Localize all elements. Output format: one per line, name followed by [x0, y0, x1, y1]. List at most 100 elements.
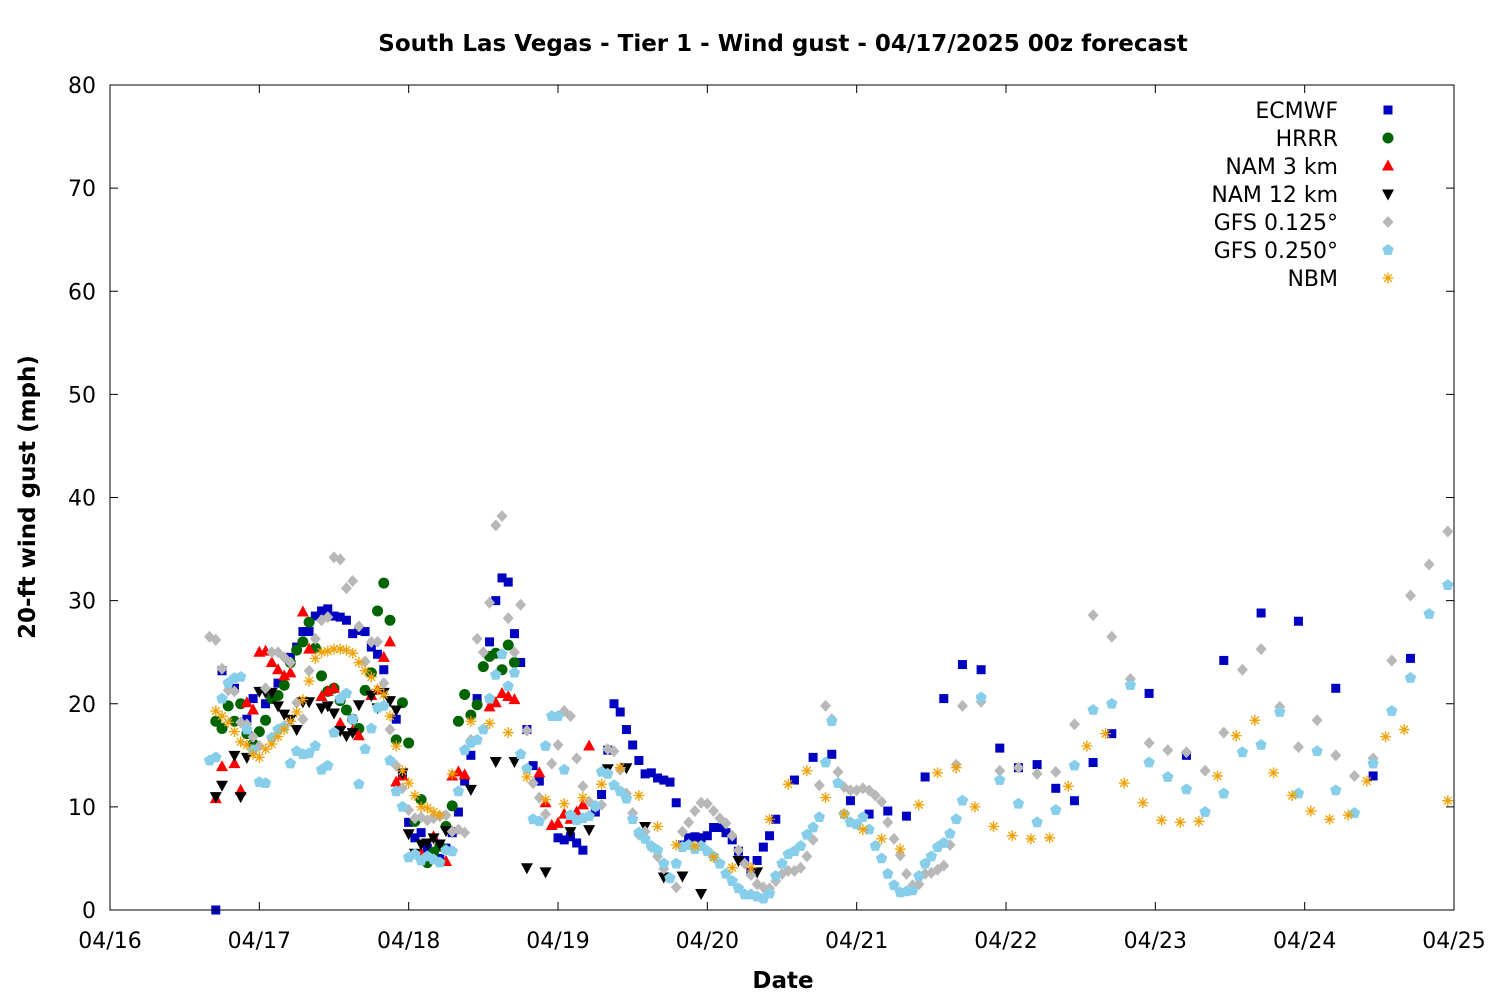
gfs-0-125-point: [795, 861, 807, 874]
ecmwf-point: [789, 775, 799, 785]
gfs-0-250-point: [409, 848, 421, 860]
nbm-point: [1081, 740, 1093, 752]
gfs-0-125-point: [502, 612, 514, 625]
gfs-0-125-point: [1236, 663, 1248, 676]
gfs-0-125-point: [266, 646, 278, 659]
gfs-0-250-point: [670, 857, 682, 869]
gfs-0-250-point: [346, 713, 359, 725]
nam-12-km-point: [427, 833, 440, 845]
ecmwf-point: [317, 606, 327, 616]
ecmwf-point: [634, 755, 644, 765]
legend-label-nbm: NBM: [1287, 267, 1338, 292]
gfs-0-250-point: [365, 722, 378, 734]
hrrr-point: [477, 661, 489, 673]
nam-12-km-point: [365, 691, 378, 702]
gfs-0-250-point: [1012, 797, 1025, 809]
ecmwf-point: [765, 831, 775, 841]
hrrr-point: [452, 715, 464, 727]
gfs-0-125-point: [340, 582, 352, 595]
gfs-0-250-point: [620, 792, 633, 804]
nbm-point: [278, 724, 290, 736]
nbm-point: [558, 798, 570, 810]
gfs-0-125-point: [1050, 765, 1062, 778]
nam-12-km-point: [328, 708, 340, 720]
gfs-0-125-point: [708, 805, 720, 817]
legend-label-nam-3-km: NAM 3 km: [1225, 155, 1338, 180]
ecmwf-point: [976, 665, 986, 675]
gfs-0-250-point: [826, 715, 838, 727]
nbm-point: [303, 675, 315, 687]
hrrr-point: [291, 644, 303, 656]
gfs-0-125-point: [384, 723, 396, 736]
gfs-0-250-point: [483, 692, 496, 704]
gfs-0-125-point: [284, 656, 296, 669]
ecmwf-point: [304, 627, 314, 637]
gfs-0-250-point: [975, 691, 987, 703]
gfs-0-250-point: [875, 852, 888, 864]
nam-3-km-point: [315, 690, 328, 702]
nbm-point: [434, 809, 446, 821]
gfs-0-125-point: [496, 510, 508, 523]
nam-12-km-point: [209, 792, 222, 804]
legend-label-gfs-0-250: GFS 0.250°: [1214, 239, 1338, 264]
nam-12-km-point: [539, 867, 552, 879]
gfs-0-125-point: [1330, 749, 1342, 762]
gfs-0-125-point: [1012, 761, 1024, 774]
gfs-0-250-point: [626, 813, 639, 825]
gfs-0-125-point: [577, 780, 589, 793]
gfs-0-250-point: [533, 815, 546, 827]
nam-3-km-point: [352, 729, 365, 741]
nbm-point: [689, 840, 701, 852]
nam-3-km-point: [390, 775, 403, 787]
nbm-point: [820, 792, 832, 804]
gfs-0-125-point: [1311, 714, 1323, 727]
gfs-0-250-point: [1218, 787, 1230, 799]
gfs-0-125-point: [844, 784, 856, 797]
gfs-0-250-point: [1274, 706, 1286, 717]
ecmwf-point: [702, 831, 712, 841]
gfs-0-125-point: [1292, 741, 1304, 754]
nam-3-km-point: [508, 693, 521, 705]
gfs-0-250-point: [1423, 608, 1435, 619]
ecmwf-point: [298, 627, 308, 637]
nam-12-km-point: [564, 827, 577, 839]
nam-12-km-point: [272, 701, 284, 713]
ecmwf-point: [628, 740, 638, 750]
ecmwf-point: [373, 649, 383, 659]
ecmwf-point: [348, 629, 358, 639]
gfs-0-250-point: [1180, 783, 1193, 795]
nbm-point: [328, 643, 340, 655]
nbm-point: [652, 820, 664, 832]
ecmwf-point: [1331, 683, 1341, 693]
gfs-0-250-point: [1068, 759, 1081, 771]
gfs-0-250-point: [558, 763, 570, 775]
gfs-0-125-point: [210, 633, 222, 646]
ecmwf-point: [416, 828, 426, 838]
gfs-0-250-point: [763, 887, 776, 899]
axis-ticks: 0 10 20 30 40 50 60 70 80 04/16 04/17 04/18 04/19 04/…: [68, 74, 1486, 954]
nbm-point: [266, 738, 278, 750]
nbm-point: [228, 726, 240, 738]
nam-3-km-point: [502, 690, 515, 702]
gfs-0-250-point: [589, 799, 602, 811]
nam-12-km-point: [234, 792, 247, 804]
gfs-0-250-point: [832, 777, 844, 789]
gfs-0-250-point: [1050, 803, 1062, 815]
nbm-point: [857, 824, 869, 836]
ecmwf-point: [609, 699, 619, 709]
nbm-point: [521, 771, 533, 783]
nbm-point: [1305, 805, 1317, 817]
hrrr-point: [303, 616, 315, 628]
nbm-point: [1249, 714, 1261, 726]
gfs-0-250-point: [328, 726, 340, 738]
gfs-0-125-point: [552, 739, 564, 751]
y-tick-label: 20: [68, 693, 96, 718]
nbm-point: [216, 710, 228, 722]
x-tick-label: 04/20: [676, 929, 739, 954]
series-3: [209, 686, 764, 900]
nam-3-km-point: [552, 816, 564, 828]
ecmwf-point: [615, 707, 625, 717]
nbm-point: [1100, 728, 1112, 740]
gfs-0-250-point: [1031, 816, 1043, 828]
gfs-0-125-point: [533, 791, 545, 804]
